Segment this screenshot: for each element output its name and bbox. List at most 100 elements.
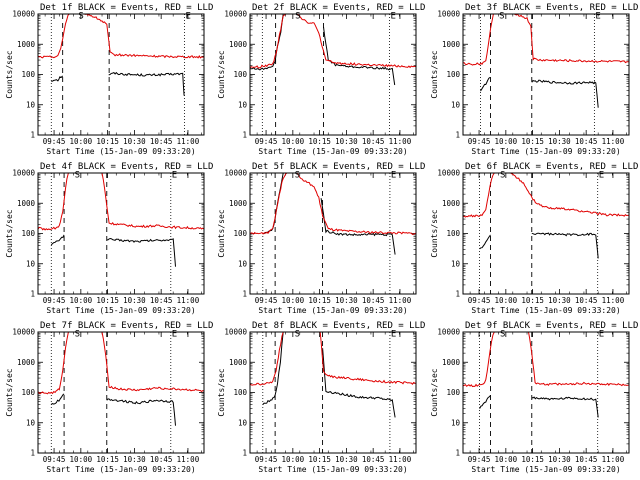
y-axis-label: Counts/sec [430, 368, 439, 416]
panel-title: Det 8f BLACK = Events, RED = LLD [252, 321, 425, 331]
events-series-line [262, 332, 284, 405]
y-tick-label: 1 [455, 290, 460, 299]
lld-series-line [250, 173, 416, 235]
detector-panel-8: Det 8f BLACK = Events, RED = LLD Counts/s… [217, 321, 425, 474]
x-tick-label: 10:30 [123, 455, 146, 464]
x-tick-label: 09:45 [43, 296, 66, 305]
y-tick-label: 1000 [17, 199, 36, 208]
marker-annotation-s: S [499, 11, 504, 21]
x-tick-label: 10:30 [335, 455, 358, 464]
events-series-line [480, 77, 491, 92]
y-tick-label: 10 [238, 418, 248, 427]
x-tick-label: 11:00 [389, 455, 412, 464]
marker-annotation-e: E [391, 329, 396, 339]
y-tick-label: 100 [21, 70, 35, 79]
x-tick-label: 10:30 [548, 296, 571, 305]
events-series-line [531, 79, 599, 108]
x-tick-label: 10:00 [282, 137, 305, 146]
marker-annotation-e: E [599, 170, 604, 180]
y-tick-label: 100 [233, 388, 247, 397]
x-tick-label: 09:45 [468, 296, 491, 305]
y-tick-label: 100 [446, 229, 460, 238]
x-tick-label: 10:15 [521, 455, 544, 464]
events-series-line [531, 232, 599, 259]
x-tick-label: 10:45 [575, 296, 598, 305]
events-series-line [479, 395, 491, 409]
plot-frame [37, 172, 205, 295]
y-tick-label: 10 [451, 100, 461, 109]
detector-panel-9: Det 9f BLACK = Events, RED = LLD Counts/s… [430, 321, 638, 474]
events-series-line [322, 348, 396, 418]
y-tick-label: 100 [233, 70, 247, 79]
marker-annotation-s: S [78, 11, 83, 21]
detector-panel-5: Det 5f BLACK = Events, RED = LLD Counts/s… [217, 162, 425, 315]
detector-panel-2: Det 2f BLACK = Events, RED = LLD Counts/s… [217, 3, 425, 156]
panel-title: Det 6f BLACK = Events, RED = LLD [465, 162, 638, 172]
lld-series-line [463, 173, 629, 218]
events-series-line [108, 71, 185, 96]
events-series-line [106, 237, 176, 267]
x-tick-label: 09:45 [255, 455, 278, 464]
x-tick-label: 10:00 [495, 137, 518, 146]
y-tick-label: 10 [26, 259, 36, 268]
y-tick-label: 10 [451, 259, 461, 268]
y-tick-label: 1000 [229, 40, 248, 49]
marker-annotation-s: S [295, 11, 300, 21]
x-tick-label: 09:45 [255, 296, 278, 305]
x-tick-label: 10:15 [521, 137, 544, 146]
panel-title: Det 3f BLACK = Events, RED = LLD [465, 3, 638, 13]
marker-annotation-e: E [390, 11, 395, 21]
y-axis-label: Counts/sec [5, 209, 14, 257]
plot-frame [37, 13, 205, 136]
x-tick-label: 09:45 [43, 455, 66, 464]
y-tick-label: 10 [26, 418, 36, 427]
lld-series-line [38, 173, 204, 231]
marker-annotation-e: E [599, 329, 604, 339]
y-tick-label: 10 [26, 100, 36, 109]
plot-frame [249, 13, 417, 136]
x-tick-label: 11:00 [177, 296, 200, 305]
x-axis-label: Start Time (15-Jan-09 09:33:20) [46, 465, 195, 474]
marker-annotation-e: E [172, 170, 177, 180]
marker-annotation-e: E [172, 329, 177, 339]
plot-frame [462, 13, 630, 136]
x-tick-label: 10:45 [575, 137, 598, 146]
plot-frame [249, 331, 417, 454]
y-tick-label: 10000 [437, 169, 460, 178]
marker-annotation-s: S [500, 329, 505, 339]
x-tick-label: 10:00 [70, 296, 93, 305]
x-axis-label: Start Time (15-Jan-09 09:33:20) [471, 306, 620, 315]
x-tick-label: 10:30 [548, 137, 571, 146]
y-tick-label: 1000 [442, 358, 461, 367]
y-tick-label: 10000 [437, 328, 460, 337]
y-tick-label: 10000 [12, 10, 35, 19]
x-tick-label: 11:00 [602, 455, 625, 464]
y-axis-label: Counts/sec [217, 368, 226, 416]
x-tick-label: 11:00 [602, 137, 625, 146]
marker-annotation-s: S [500, 170, 505, 180]
y-tick-label: 1000 [17, 40, 36, 49]
y-axis-label: Counts/sec [217, 50, 226, 98]
y-tick-label: 1 [455, 449, 460, 458]
panel-title: Det 9f BLACK = Events, RED = LLD [465, 321, 638, 331]
detector-panel-7: Det 7f BLACK = Events, RED = LLD Counts/s… [5, 321, 213, 474]
events-series-line [262, 173, 284, 235]
panel-title: Det 2f BLACK = Events, RED = LLD [252, 3, 425, 13]
x-tick-label: 09:45 [255, 137, 278, 146]
detector-panel-1: Det 1f BLACK = Events, RED = LLD Counts/s… [5, 3, 213, 156]
y-tick-label: 10000 [224, 169, 247, 178]
events-series-line [51, 393, 65, 405]
x-axis-label: Start Time (15-Jan-09 09:33:20) [258, 147, 407, 156]
y-tick-label: 1 [30, 131, 35, 140]
y-tick-label: 100 [21, 229, 35, 238]
x-tick-label: 10:30 [548, 455, 571, 464]
y-tick-label: 10 [238, 100, 248, 109]
marker-annotation-s: S [295, 329, 300, 339]
x-tick-label: 10:15 [96, 455, 119, 464]
x-tick-label: 10:45 [362, 137, 385, 146]
y-axis-label: Counts/sec [430, 50, 439, 98]
detector-panel-3: Det 3f BLACK = Events, RED = LLD Counts/s… [430, 3, 638, 156]
lld-series-line [463, 14, 629, 66]
x-tick-label: 10:30 [335, 137, 358, 146]
x-tick-label: 10:00 [495, 296, 518, 305]
